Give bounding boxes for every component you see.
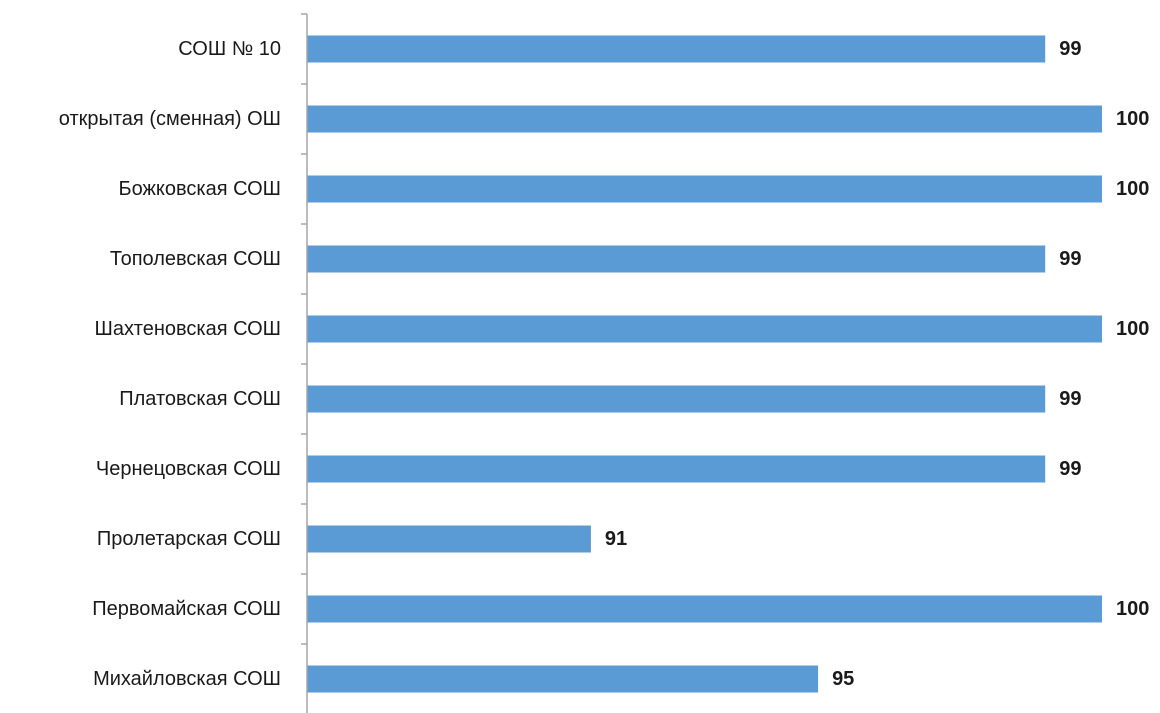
data-label: 99 xyxy=(1059,458,1081,480)
data-label: 91 xyxy=(605,528,627,550)
category-labels-group: СОШ № 10 открытая (сменная) ОШ Божковская … xyxy=(59,38,281,690)
bar xyxy=(307,105,1102,133)
data-label: 99 xyxy=(1059,388,1081,410)
data-label: 99 xyxy=(1059,38,1081,60)
data-label: 100 xyxy=(1116,178,1149,200)
category-label: Божковская СОШ xyxy=(119,178,282,200)
bar xyxy=(307,525,591,553)
bar xyxy=(307,35,1046,63)
category-label: открытая (сменная) ОШ xyxy=(59,108,281,130)
bar xyxy=(307,385,1046,413)
bars-group xyxy=(307,35,1102,693)
data-label: 95 xyxy=(832,668,854,690)
category-label: Михайловская СОШ xyxy=(93,668,281,690)
data-label: 100 xyxy=(1116,108,1149,130)
bar xyxy=(307,245,1046,273)
category-label: Первомайская СОШ xyxy=(92,598,281,620)
category-label: Пролетарская СОШ xyxy=(97,528,281,550)
bar xyxy=(307,665,819,693)
category-label: Платовская СОШ xyxy=(119,388,281,410)
data-label: 100 xyxy=(1116,598,1149,620)
data-label: 99 xyxy=(1059,248,1081,270)
category-label: СОШ № 10 xyxy=(178,38,281,60)
category-label: Чернецовская СОШ xyxy=(96,458,281,480)
data-label: 100 xyxy=(1116,318,1149,340)
bar xyxy=(307,455,1046,483)
category-axis xyxy=(301,13,308,713)
category-label: Шахтеновская СОШ xyxy=(95,318,281,340)
bar xyxy=(307,315,1102,343)
bar xyxy=(307,595,1102,623)
bar xyxy=(307,175,1102,203)
data-labels-group: 99 100 100 99 100 99 99 91 100 95 xyxy=(605,38,1149,690)
category-label: Тополевская СОШ xyxy=(110,248,281,270)
